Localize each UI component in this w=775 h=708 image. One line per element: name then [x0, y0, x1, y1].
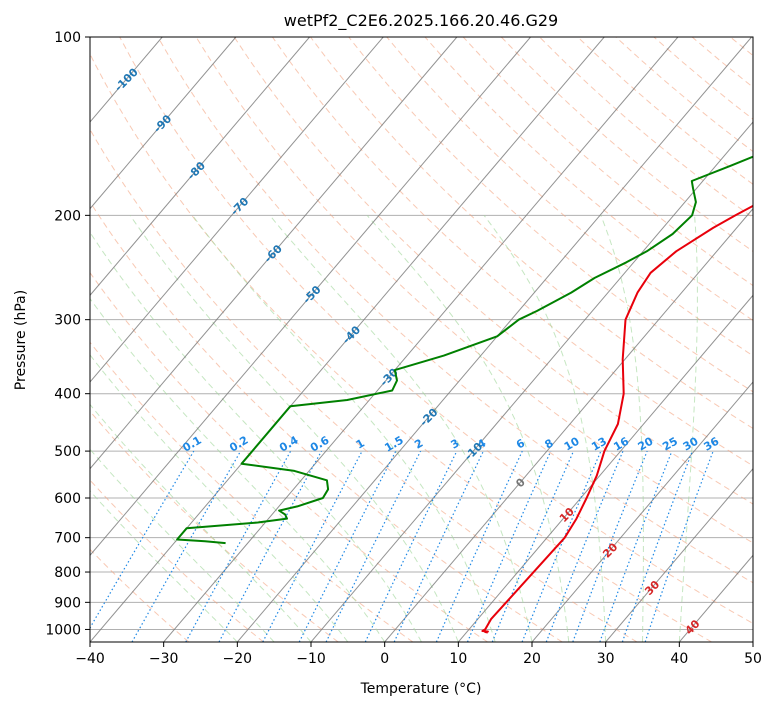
- mixing-ratio-line: [644, 450, 714, 642]
- moist-adiabat: [483, 215, 607, 642]
- isotherm-line: [90, 37, 310, 297]
- isotherm-line: [90, 37, 384, 383]
- dry-adiabat: [653, 37, 753, 120]
- dry-adiabat: [90, 271, 488, 642]
- x-tick-label: −20: [223, 651, 253, 667]
- moist-adiabat: [678, 215, 698, 642]
- dewpoint-profile-line: [176, 155, 753, 545]
- moist-adiabat: [269, 214, 533, 642]
- dry-adiabat: [462, 37, 753, 287]
- moist-adiabat: [90, 403, 312, 642]
- y-tick-label: 200: [54, 208, 81, 224]
- plot-area: 0.1 0.2 0.4 0.6 1 1.5 2 3 4 6 8 10 13 16 20 25 30 36-100-…: [90, 37, 775, 642]
- x-tick-label: 10: [449, 651, 467, 667]
- moist-adiabat: [600, 215, 644, 642]
- y-tick-label: 600: [54, 491, 81, 507]
- x-tick-label: 20: [523, 651, 541, 667]
- mixing-ratio-line: [218, 450, 323, 642]
- mixing-ratio-line: [325, 450, 422, 642]
- dry-adiabat: [90, 201, 563, 642]
- y-tick-label: 300: [54, 313, 81, 329]
- dry-adiabat: [386, 37, 753, 357]
- isotherm-line: [678, 554, 753, 642]
- moist-adiabat: [90, 354, 349, 642]
- x-tick-label: 30: [597, 651, 615, 667]
- x-tick-label: 40: [670, 651, 688, 667]
- dry-adiabat: [615, 37, 753, 153]
- isotherm-line: [384, 207, 753, 642]
- mixing-ratio-line: [572, 450, 648, 642]
- x-tick-label: −40: [75, 651, 105, 667]
- isotherm-line: [90, 37, 605, 642]
- dry-adiabat: [310, 37, 753, 430]
- moist-adiabat: [129, 215, 459, 642]
- temperature-profile-line: [481, 204, 753, 634]
- dry-adiabat: [233, 37, 753, 505]
- dry-adiabat: [90, 128, 638, 642]
- y-tick-label: 400: [54, 387, 81, 403]
- isotherm-line: [531, 381, 753, 642]
- mixing-ratio-line: [491, 450, 575, 642]
- y-tick-label: 500: [54, 444, 81, 460]
- mixing-ratio-line: [599, 450, 673, 642]
- y-tick-label: 800: [54, 565, 81, 581]
- y-tick-label: 900: [54, 595, 81, 611]
- dry-adiabat: [271, 37, 753, 467]
- x-tick-label: −30: [149, 651, 179, 667]
- moist-adiabat: [90, 231, 422, 642]
- mixing-ratio-line: [435, 450, 523, 642]
- dry-adiabat: [90, 341, 414, 642]
- isotherm-line: [236, 37, 752, 642]
- dry-adiabat: [119, 37, 753, 624]
- isotherm-line: [90, 37, 531, 557]
- mixing-ratio-line: [521, 450, 602, 642]
- x-tick-label: −10: [296, 651, 326, 667]
- mixing-ratio-line: [131, 450, 242, 642]
- mixing-ratio-line: [621, 450, 693, 642]
- mixing-ratio-line: [545, 450, 624, 642]
- mixing-ratio-line: [298, 450, 397, 642]
- isotherm-line: [90, 37, 237, 210]
- mixing-ratio-line: [262, 450, 363, 642]
- y-tick-label: 1000: [45, 622, 81, 638]
- moist-adiabat: [90, 297, 386, 642]
- isotherm-line: [163, 37, 679, 642]
- mixing-ratio-line: [393, 450, 484, 642]
- dry-adiabat: [539, 37, 753, 219]
- moist-adiabat: [90, 490, 238, 642]
- chart-title: wetPf2_C2E6.2025.166.20.46.G29: [284, 11, 558, 31]
- moist-adiabat: [366, 214, 570, 642]
- isotherm-line: [457, 294, 753, 642]
- x-axis-label: Temperature (°C): [360, 681, 482, 697]
- dry-adiabat: [90, 410, 339, 642]
- isotherm-label: -100: [112, 65, 141, 94]
- dry-adiabat: [157, 37, 753, 584]
- mixing-ratio-label: 8: [542, 437, 555, 452]
- mixing-ratio-label: 2: [412, 437, 425, 452]
- mixing-ratio-line: [466, 450, 552, 642]
- mixing-ratio-line: [90, 450, 195, 630]
- mixing-ratio-label: 3: [448, 437, 461, 452]
- dry-adiabat: [348, 37, 753, 393]
- isotherm-line: [310, 121, 753, 642]
- y-axis-label: Pressure (hPa): [13, 290, 29, 390]
- dry-adiabat: [90, 479, 264, 642]
- isotherm-line: [90, 37, 458, 470]
- dry-adiabat: [768, 37, 775, 642]
- plot-frame: [89, 36, 754, 643]
- y-tick-label: 100: [54, 30, 81, 46]
- moist-adiabat: [90, 448, 275, 642]
- mixing-ratio-line: [364, 450, 458, 642]
- mixing-ratio-line: [185, 450, 292, 642]
- x-tick-label: 0: [380, 651, 389, 667]
- dry-adiabat: [90, 548, 190, 642]
- isotherm-line: [605, 467, 753, 642]
- axis-ticks: −40 −30 −20 −10 0 10 20 30 40 50 100 200 300 400 500 60…: [45, 30, 762, 667]
- x-tick-label: 50: [744, 651, 762, 667]
- isotherm-line: [752, 641, 753, 642]
- y-tick-label: 700: [54, 531, 81, 547]
- dry-adiabat: [691, 37, 753, 88]
